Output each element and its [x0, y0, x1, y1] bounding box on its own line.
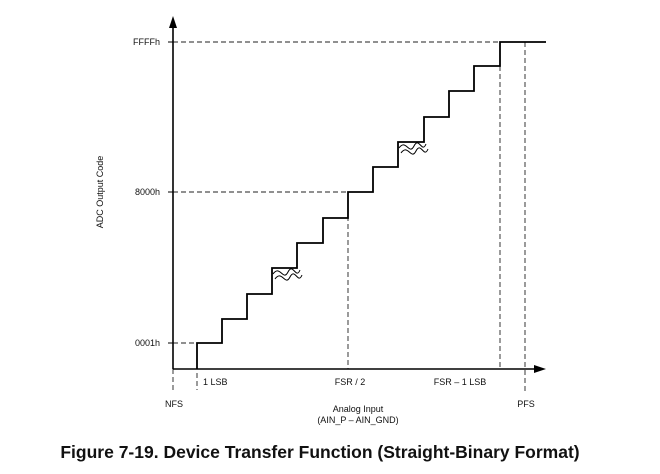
x-label-nfs: NFS [165, 399, 183, 409]
x-axis-title-line2: (AIN_P – AIN_GND) [317, 415, 398, 425]
x-axis-title-line1: Analog Input [333, 404, 384, 414]
x-label-fsr-half: FSR / 2 [335, 377, 366, 387]
upper-break-squiggle [398, 142, 429, 155]
x-axis-arrowhead [534, 365, 546, 373]
y-tick-label-0001: 0001h [135, 338, 160, 348]
upper-squiggle-top [398, 142, 427, 150]
lower-squiggle-bottom [274, 273, 303, 281]
y-axis-title: ADC Output Code [95, 156, 105, 229]
figure-caption: Figure 7-19. Device Transfer Function (S… [60, 442, 579, 462]
y-axis-arrowhead [169, 16, 177, 28]
y-tick-label-8000: 8000h [135, 187, 160, 197]
x-label-1-lsb: 1 LSB [203, 377, 228, 387]
y-tick-label-ffff: FFFFh [133, 37, 160, 47]
transfer-staircase [196, 41, 546, 369]
x-label-pfs: PFS [517, 399, 535, 409]
lower-squiggle-top [272, 268, 301, 276]
x-label-fsr-minus-lsb: FSR – 1 LSB [434, 377, 487, 387]
lower-break-squiggle [272, 268, 303, 281]
upper-squiggle-bottom [400, 147, 429, 155]
